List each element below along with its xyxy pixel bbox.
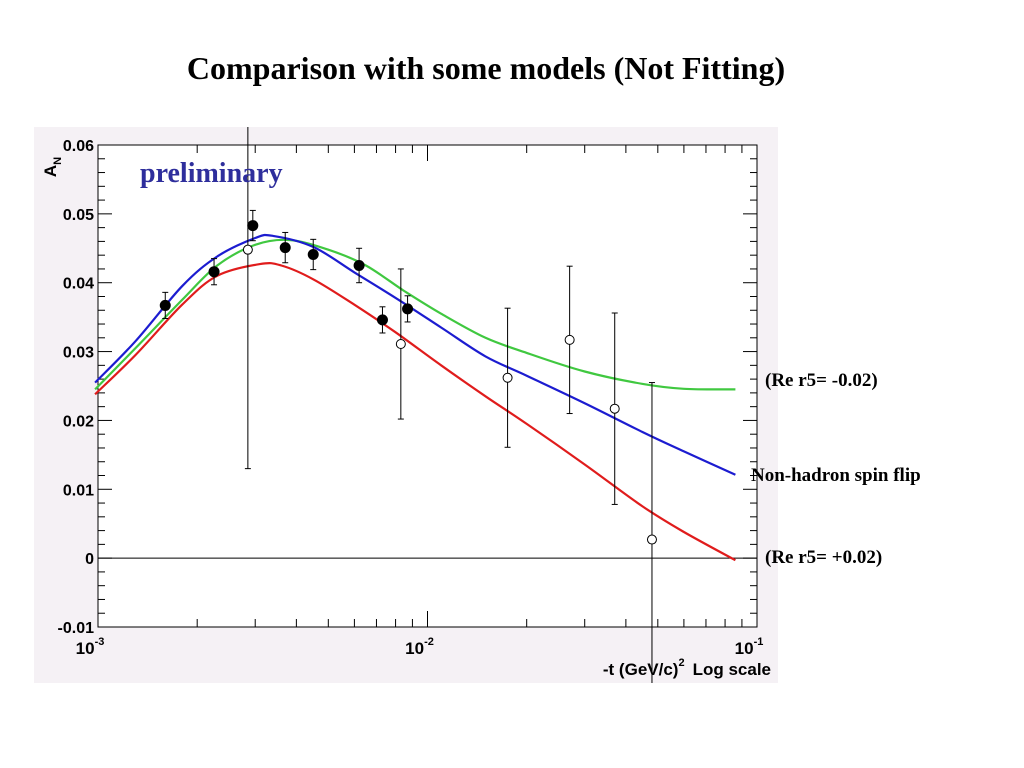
filled-data-point xyxy=(208,266,220,278)
filled-data-point xyxy=(307,248,319,260)
plot-panel: -0.01 0 0.01 0.02 0.03 0.04 0.05 0.06 10-3 10-2 10… xyxy=(34,127,778,683)
open-data-point xyxy=(564,334,575,345)
label-blue-curve: Non-hadron spin flip xyxy=(751,465,921,486)
preliminary-annotation: preliminary xyxy=(140,158,283,189)
open-data-point xyxy=(242,244,253,255)
filled-data-point xyxy=(279,242,291,254)
y-tick-label: 0.06 xyxy=(63,138,94,155)
x-tick-label: 10-1 xyxy=(735,636,764,658)
open-data-point xyxy=(609,403,620,414)
y-tick-label: 0.01 xyxy=(63,482,94,499)
x-tick-label: 10-2 xyxy=(405,636,434,658)
x-tick-label: 10-3 xyxy=(76,636,105,658)
y-tick-label: 0 xyxy=(85,551,94,568)
slide-title: Comparison with some models (Not Fitting… xyxy=(186,50,786,86)
filled-data-point xyxy=(247,220,259,232)
model-curve-0 xyxy=(94,238,736,391)
filled-data-point xyxy=(402,303,414,315)
open-data-point xyxy=(502,372,513,383)
label-red-curve: (Re r5= +0.02) xyxy=(765,547,883,568)
y-tick-label: 0.04 xyxy=(63,276,94,293)
open-data-point xyxy=(646,534,657,545)
y-tick-label: 0.03 xyxy=(63,345,94,362)
y-tick-label: 0.05 xyxy=(63,207,94,224)
filled-data-point xyxy=(353,260,365,271)
plot-frame xyxy=(97,144,758,628)
x-axis-label: -t (GeV/c)2 Log scale xyxy=(603,657,771,679)
filled-data-point xyxy=(376,314,388,326)
asymmetry-plot: -0.01 0 0.01 0.02 0.03 0.04 0.05 0.06 10-3 10-2 10… xyxy=(41,127,771,683)
y-tick-label: -0.01 xyxy=(58,620,95,637)
y-tick-label: 0.02 xyxy=(63,413,94,430)
filled-data-point xyxy=(159,299,171,311)
open-data-point xyxy=(395,338,406,349)
y-axis-label: AN xyxy=(41,157,64,177)
label-green-curve: (Re r5= -0.02) xyxy=(765,370,878,391)
